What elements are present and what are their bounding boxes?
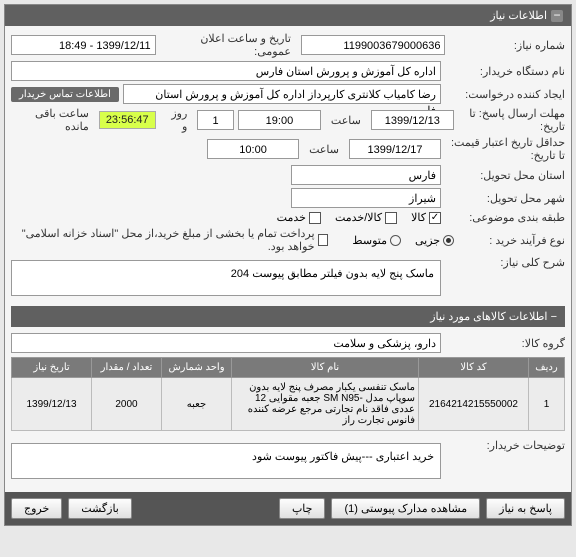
- min-valid-time: 10:00: [207, 139, 299, 159]
- cell-code: 2164214215550002: [419, 378, 529, 431]
- checkbox-icon: [318, 234, 329, 246]
- info-panel: − اطلاعات نیاز شماره نیاز: 1199003679000…: [4, 4, 572, 526]
- group-label: گروه کالا:: [445, 337, 565, 350]
- countdown-timer: 23:56:47: [99, 111, 156, 129]
- th-qty: تعداد / مقدار: [92, 358, 162, 378]
- min-valid-date: 1399/12/17: [349, 139, 441, 159]
- announce-field: 1399/12/11 - 18:49: [11, 35, 156, 55]
- print-button[interactable]: چاپ: [279, 498, 326, 519]
- budget-radio-group: کالا کالا/خدمت خدمت: [277, 211, 441, 224]
- collapse-icon[interactable]: −: [551, 311, 557, 323]
- collapse-icon[interactable]: −: [551, 10, 563, 22]
- overall-desc: ماسک پنج لایه بدون فیلتر مطابق پیوست 204: [11, 260, 441, 296]
- process-label: نوع فرآیند خرید :: [458, 234, 565, 247]
- panel-header: − اطلاعات نیاز: [5, 5, 571, 26]
- buyer-org-field: اداره کل آموزش و پرورش استان فارس: [11, 61, 441, 81]
- group-field: دارو، پزشکی و سلامت: [11, 333, 441, 353]
- table-row[interactable]: 1 2164214215550002 ماسک تنفسی یکبار مصرف…: [12, 378, 565, 431]
- cell-idx: 1: [529, 378, 565, 431]
- reply-button[interactable]: پاسخ به نیاز: [486, 498, 565, 519]
- cell-unit: جعبه: [162, 378, 232, 431]
- creator-field: رضا کامیاب کلانتری کارپرداز اداره کل آمو…: [123, 84, 441, 104]
- th-name: نام کالا: [232, 358, 419, 378]
- budget-service-radio[interactable]: خدمت: [277, 211, 321, 224]
- city-field: شیراز: [291, 188, 441, 208]
- city-label: شهر محل تحویل:: [445, 192, 565, 205]
- panel-body: شماره نیاز: 1199003679000636 تاریخ و ساع…: [5, 26, 571, 492]
- th-row: ردیف: [529, 358, 565, 378]
- overall-label: شرح کلی نیاز:: [445, 256, 565, 269]
- cell-qty: 2000: [92, 378, 162, 431]
- radio-icon: [443, 235, 454, 246]
- remain-label: ساعت باقی مانده: [11, 107, 95, 133]
- items-table: ردیف کد کالا نام کالا واحد شمارش تعداد /…: [11, 357, 565, 431]
- th-date: تاریخ نیاز: [12, 358, 92, 378]
- footer-toolbar: پاسخ به نیاز مشاهده مدارک پیوستی (1) چاپ…: [5, 492, 571, 525]
- deadline-reply-date: 1399/12/13: [371, 110, 454, 130]
- panel-title: اطلاعات نیاز: [490, 9, 547, 22]
- process-mid-radio[interactable]: متوسط: [352, 234, 401, 247]
- remain-days: 1: [197, 110, 234, 130]
- deadline-reply-label: مهلت ارسال پاسخ: تا تاریخ:: [458, 107, 565, 133]
- time-label-2: ساعت: [303, 143, 345, 156]
- province-field: فارس: [291, 165, 441, 185]
- need-no-field: 1199003679000636: [301, 35, 446, 55]
- deadline-reply-time: 19:00: [238, 110, 321, 130]
- process-low-radio[interactable]: جزیی: [415, 234, 454, 247]
- announce-label: تاریخ و ساعت اعلان عمومی:: [160, 32, 297, 58]
- process-radio-group: جزیی متوسط: [352, 234, 454, 247]
- province-label: استان محل تحویل:: [445, 169, 565, 182]
- buyer-org-label: نام دستگاه خریدار:: [445, 65, 565, 78]
- buyer-notes-label: توضیحات خریدار:: [445, 439, 565, 452]
- th-code: کد کالا: [419, 358, 529, 378]
- pay-part-check[interactable]: پرداخت تمام یا بخشی از مبلغ خرید،از محل …: [11, 227, 328, 253]
- checkbox-icon: [309, 212, 321, 224]
- checkbox-icon: [429, 212, 441, 224]
- table-header-row: ردیف کد کالا نام کالا واحد شمارش تعداد /…: [12, 358, 565, 378]
- radio-icon: [390, 235, 401, 246]
- cell-name: ماسک تنفسی یکبار مصرف پنج لایه بدون سوپا…: [232, 378, 419, 431]
- need-no-label: شماره نیاز:: [449, 39, 565, 52]
- budget-goods-service-radio[interactable]: کالا/خدمت: [335, 211, 397, 224]
- remain-days-label: روز و: [160, 107, 194, 133]
- creator-label: ایجاد کننده درخواست:: [445, 88, 565, 101]
- cell-date: 1399/12/13: [12, 378, 92, 431]
- attachments-button[interactable]: مشاهده مدارک پیوستی (1): [331, 498, 480, 519]
- checkbox-icon: [385, 212, 397, 224]
- contact-buyer-button[interactable]: اطلاعات تماس خریدار: [11, 87, 119, 102]
- min-valid-label: حداقل تاریخ اعتبار قیمت: تا تاریخ:: [445, 136, 565, 162]
- budget-goods-radio[interactable]: کالا: [411, 211, 441, 224]
- back-button[interactable]: بازگشت: [68, 498, 132, 519]
- th-unit: واحد شمارش: [162, 358, 232, 378]
- items-subheader: − اطلاعات کالاهای مورد نیاز: [11, 306, 565, 327]
- budget-label: طبقه بندی موضوعی:: [445, 211, 565, 224]
- time-label-1: ساعت: [325, 114, 367, 127]
- exit-button[interactable]: خروج: [11, 498, 62, 519]
- buyer-notes: خرید اعتباری ---پیش فاکتور پیوست شود: [11, 443, 441, 479]
